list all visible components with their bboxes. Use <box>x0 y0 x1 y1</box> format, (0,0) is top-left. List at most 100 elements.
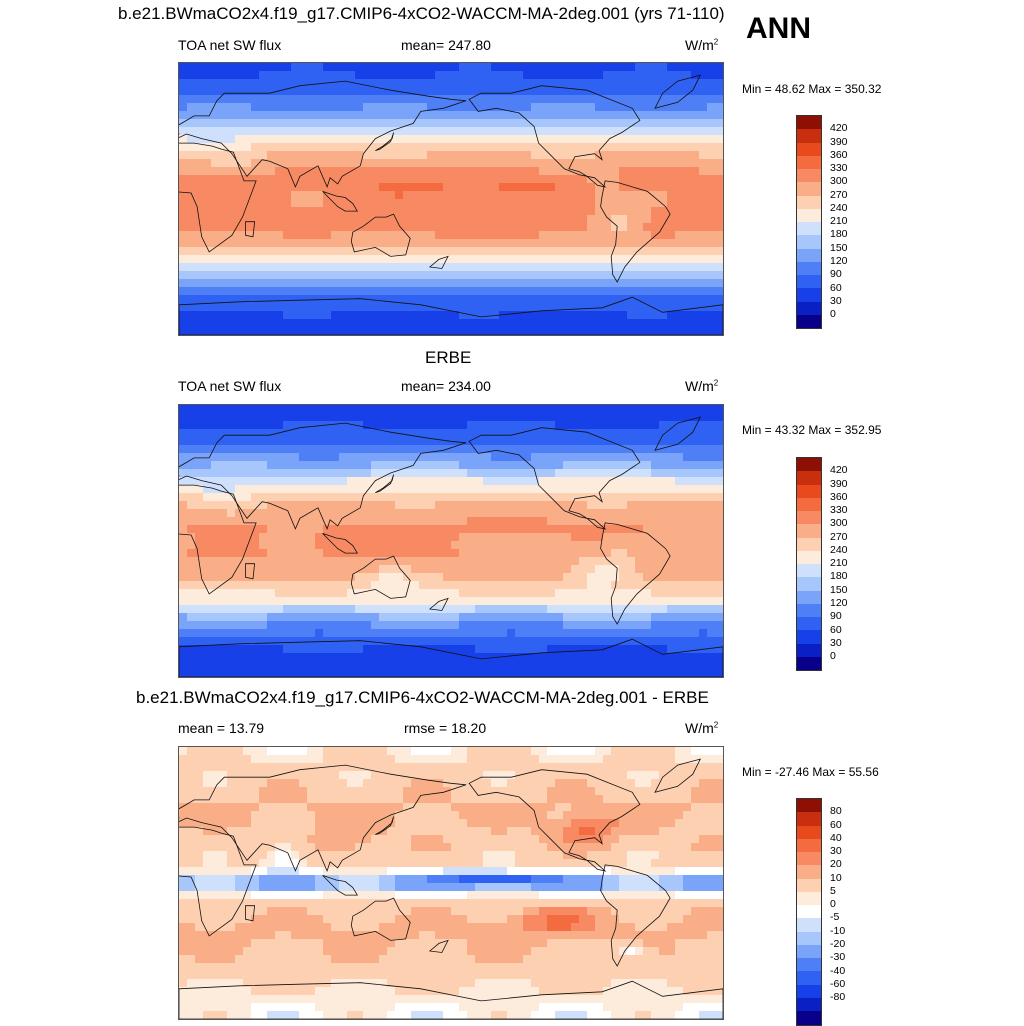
field-cell <box>571 637 580 646</box>
field-cell <box>627 517 636 526</box>
field-cell <box>219 747 228 756</box>
field-cell <box>683 103 692 112</box>
field-cell <box>547 119 556 128</box>
field-cell <box>555 533 564 542</box>
field-cell <box>691 541 700 550</box>
field-cell <box>659 287 668 296</box>
field-cell <box>643 413 652 422</box>
field-cell <box>443 661 452 670</box>
field-cell <box>355 645 364 654</box>
field-cell <box>651 469 660 478</box>
field-cell <box>275 581 284 590</box>
field-cell <box>331 79 340 88</box>
field-cell <box>523 183 532 192</box>
field-cell <box>331 183 340 192</box>
field-cell <box>411 175 420 184</box>
field-cell <box>467 747 476 756</box>
field-cell <box>275 295 284 304</box>
field-cell <box>187 405 196 414</box>
field-cell <box>667 669 676 677</box>
field-cell <box>275 461 284 470</box>
field-cell <box>443 493 452 502</box>
field-cell <box>651 629 660 638</box>
field-cell <box>227 199 236 208</box>
field-cell <box>475 541 484 550</box>
field-cell <box>235 573 244 582</box>
field-cell <box>179 541 188 550</box>
field-cell <box>483 581 492 590</box>
field-cell <box>283 461 292 470</box>
field-cell <box>459 771 468 780</box>
field-cell <box>579 525 588 534</box>
field-cell <box>363 111 372 120</box>
field-cell <box>707 103 716 112</box>
field-cell <box>315 525 324 534</box>
field-cell <box>571 215 580 224</box>
field-cell <box>547 175 556 184</box>
field-cell <box>363 413 372 422</box>
field-cell <box>635 303 644 312</box>
field-cell <box>299 159 308 168</box>
field-cell <box>571 763 580 772</box>
field-cell <box>595 63 604 72</box>
field-cell <box>323 175 332 184</box>
field-cell <box>211 79 220 88</box>
field-cell <box>251 509 260 518</box>
field-cell <box>707 63 716 72</box>
field-cell <box>379 517 388 526</box>
field-cell <box>419 509 428 518</box>
field-cell <box>323 501 332 510</box>
field-cell <box>403 311 412 320</box>
field-cell <box>299 421 308 430</box>
field-cell <box>691 629 700 638</box>
field-cell <box>203 405 212 414</box>
field-cell <box>259 183 268 192</box>
field-cell <box>235 589 244 598</box>
field-cell <box>435 501 444 510</box>
field-cell <box>211 231 220 240</box>
field-cell <box>251 445 260 454</box>
field-cell <box>211 509 220 518</box>
field-cell <box>459 223 468 232</box>
field-cell <box>643 669 652 677</box>
field-cell <box>347 613 356 622</box>
field-cell <box>243 453 252 462</box>
field-cell <box>443 525 452 534</box>
field-cell <box>323 111 332 120</box>
field-cell <box>635 127 644 136</box>
field-cell <box>523 525 532 534</box>
field-cell <box>707 295 716 304</box>
field-cell <box>515 103 524 112</box>
field-cell <box>547 629 556 638</box>
field-cell <box>259 255 268 264</box>
field-cell <box>379 661 388 670</box>
field-cell <box>547 453 556 462</box>
field-cell <box>523 565 532 574</box>
field-cell <box>531 319 540 328</box>
field-cell <box>315 119 324 128</box>
field-cell <box>251 477 260 486</box>
field-cell <box>499 533 508 542</box>
field-cell <box>187 175 196 184</box>
field-cell <box>699 151 708 160</box>
field-cell <box>307 175 316 184</box>
field-cell <box>315 557 324 566</box>
field-cell <box>547 247 556 256</box>
field-cell <box>547 405 556 414</box>
field-cell <box>227 183 236 192</box>
field-cell <box>427 111 436 120</box>
field-cell <box>675 111 684 120</box>
field-cell <box>419 637 428 646</box>
field-cell <box>235 263 244 272</box>
field-cell <box>715 629 723 638</box>
field-cell <box>259 87 268 96</box>
field-cell <box>691 429 700 438</box>
field-cell <box>203 557 212 566</box>
field-cell <box>187 605 196 614</box>
field-cell <box>395 445 404 454</box>
field-cell <box>427 621 436 630</box>
field-cell <box>443 327 452 335</box>
field-cell <box>571 271 580 280</box>
field-cell <box>499 549 508 558</box>
field-cell <box>683 613 692 622</box>
